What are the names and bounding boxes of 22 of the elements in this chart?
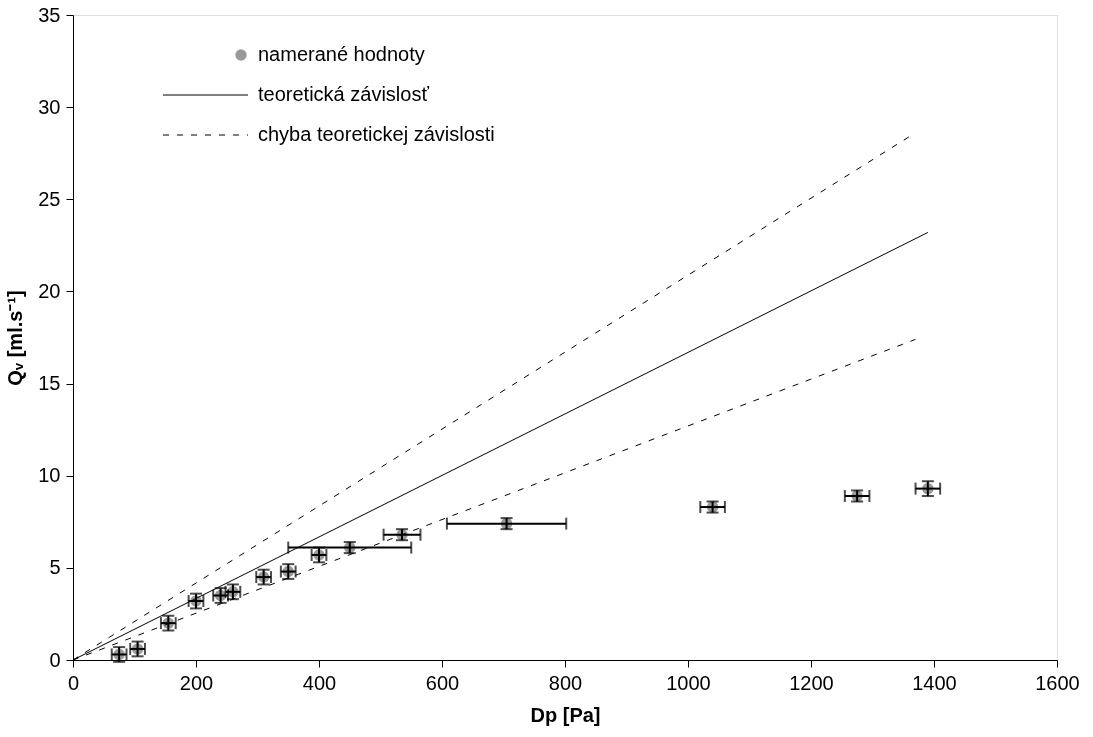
x-tick-label: 800 <box>548 671 583 694</box>
legend-label: chyba teoretickej závislosti <box>258 123 495 145</box>
y-tick-label: 0 <box>49 648 61 671</box>
y-tick-label: 15 <box>38 372 61 395</box>
x-tick-label: 1600 <box>1035 671 1080 694</box>
y-tick-label: 25 <box>38 187 61 210</box>
y-axis-title: Qᵥ [ml.s⁻¹] <box>4 290 27 386</box>
y-tick-label: 10 <box>38 464 61 487</box>
x-tick-label: 400 <box>302 671 337 694</box>
y-tick-label: 30 <box>38 95 61 118</box>
legend-label: teoretická závislosť <box>258 83 430 105</box>
legend-label: namerané hodnoty <box>258 43 425 65</box>
y-tick-label: 5 <box>49 556 61 579</box>
y-tick-label: 20 <box>38 279 61 302</box>
x-tick-label: 600 <box>425 671 460 694</box>
x-tick-label: 1400 <box>912 671 957 694</box>
y-tick-label: 35 <box>38 3 61 26</box>
x-tick-label: 1000 <box>666 671 711 694</box>
x-tick-label: 200 <box>179 671 214 694</box>
x-tick-label: 1200 <box>789 671 834 694</box>
x-axis-title: Dp [Pa] <box>530 703 601 726</box>
x-tick-label: 0 <box>67 671 80 694</box>
